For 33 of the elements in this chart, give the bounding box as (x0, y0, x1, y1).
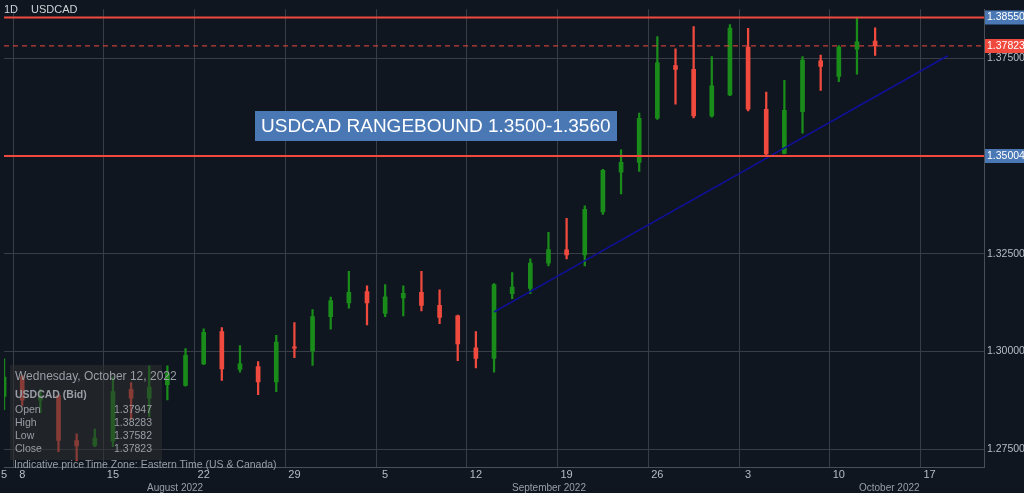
annotation: 1.38283 (114, 416, 152, 428)
annotation: Open (15, 403, 41, 415)
annotation: Low (15, 429, 35, 441)
annotation: Time Zone: Eastern Time (US & Canada) (85, 458, 277, 470)
text: August 2022 (147, 482, 204, 493)
ref-line-label: 1.38550 (987, 10, 1024, 23)
x-tick-label: 5 (1, 468, 8, 481)
annotation: Close (15, 442, 42, 454)
chart-subtitle: 1D (4, 3, 19, 15)
x-tick-label: 10 (832, 468, 845, 481)
y-tick-label: 1.32500 (987, 246, 1024, 259)
x-tick-label: 12 (469, 468, 483, 481)
x-tick-label: 15 (106, 468, 120, 481)
annotation: High (15, 416, 37, 428)
y-tick-label: 1.27500 (987, 441, 1024, 454)
x-tick-label: 26 (651, 468, 664, 481)
annotation: Indicative price (14, 458, 85, 470)
ref-line-label: 1.35004 (987, 148, 1024, 161)
y-tick-label: 1.37500 (987, 51, 1024, 64)
annotation: USDCAD RANGEBOUND 1.3500-1.3560 (255, 111, 617, 141)
x-tick-label: 3 (745, 468, 752, 481)
annotation: 1.37823 (114, 442, 152, 454)
text: September 2022 (512, 482, 586, 493)
x-tick-label: 5 (382, 468, 389, 481)
chart-title: USDCAD (31, 3, 78, 15)
ref-line-label: 1.37823 (987, 38, 1024, 51)
annotation: 1.37582 (114, 429, 152, 441)
x-tick-label: 8 (19, 468, 26, 481)
x-tick-label: 19 (560, 468, 573, 481)
y-tick-label: 1.30000 (987, 344, 1024, 357)
text: October 2022 (859, 482, 920, 493)
x-tick-label: 29 (288, 468, 301, 481)
x-tick-label: 17 (923, 468, 936, 481)
